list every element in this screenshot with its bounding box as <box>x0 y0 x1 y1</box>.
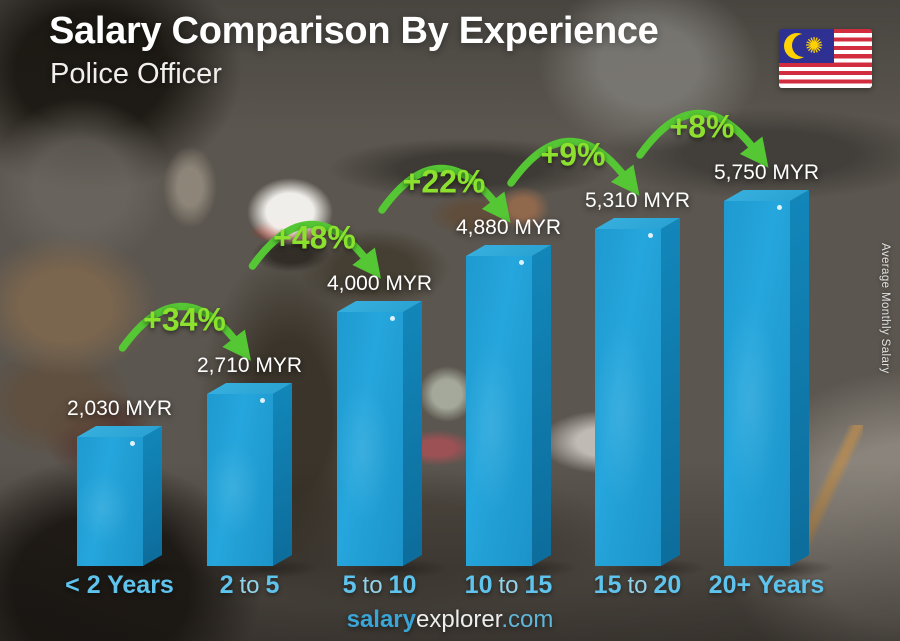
percent-increase-label: +9% <box>540 136 606 173</box>
category-label: 20+ Years <box>708 571 825 599</box>
star-icon: ✺ <box>805 33 824 58</box>
percent-increase-label: +48% <box>273 219 356 256</box>
percent-increase-label: +34% <box>143 301 226 338</box>
percent-increase-label: +8% <box>669 108 735 145</box>
bar-front-face <box>337 312 403 566</box>
bar-front-face <box>595 229 661 566</box>
salary-value-label: 4,000 MYR <box>326 272 433 295</box>
bar-side-face <box>790 190 809 567</box>
category-label: 15 to 20 <box>593 571 682 599</box>
page-title: Salary Comparison By Experience <box>49 10 659 52</box>
bar-front-face <box>724 201 790 566</box>
bar-highlight <box>519 260 524 265</box>
salary-bar-10-to-15 <box>466 245 552 567</box>
salary-bar-20-plus-years <box>724 190 810 567</box>
bar-front-face <box>77 437 143 566</box>
salary-bar-15-to-20 <box>595 218 681 567</box>
category-label: 10 to 15 <box>464 571 553 599</box>
salary-bar-lt-2-years <box>77 426 163 566</box>
salary-value-label: 4,880 MYR <box>455 216 562 239</box>
salary-value-label: 2,030 MYR <box>66 397 173 420</box>
salary-value-label: 5,750 MYR <box>713 161 820 184</box>
bar-highlight <box>648 233 653 238</box>
bar-side-face <box>532 245 551 567</box>
percent-increase-label: +22% <box>402 163 486 200</box>
brand-name-bold: salary <box>346 606 416 633</box>
y-axis-label: Average Monthly Salary <box>879 243 891 374</box>
brand-domain: .com <box>501 606 554 633</box>
bar-highlight <box>260 398 265 403</box>
bar-side-face <box>403 301 422 566</box>
salary-bar-5-to-10 <box>337 301 423 566</box>
bar-front-face <box>207 394 273 566</box>
flag-canton: ✺ <box>779 29 834 63</box>
malaysia-flag: ✺ <box>779 29 872 88</box>
salary-value-label: 5,310 MYR <box>584 189 691 212</box>
bar-side-face <box>661 218 680 567</box>
bar-highlight <box>777 205 782 210</box>
bar-side-face <box>143 426 162 566</box>
crescent-icon <box>784 33 815 59</box>
bar-highlight <box>390 316 395 321</box>
bar-front-face <box>466 256 532 566</box>
category-label: 5 to 10 <box>342 571 417 599</box>
brand-footer: salaryexplorer.com <box>0 606 900 634</box>
bar-side-face <box>273 383 292 566</box>
bar-highlight <box>130 441 135 446</box>
category-label: 2 to 5 <box>219 571 280 599</box>
brand-name-rest: explorer <box>416 606 502 633</box>
salary-value-label: 2,710 MYR <box>196 354 303 377</box>
category-label: < 2 Years <box>65 571 174 599</box>
salary-bar-2-to-5 <box>207 383 293 566</box>
page-subtitle: Police Officer <box>50 58 222 90</box>
